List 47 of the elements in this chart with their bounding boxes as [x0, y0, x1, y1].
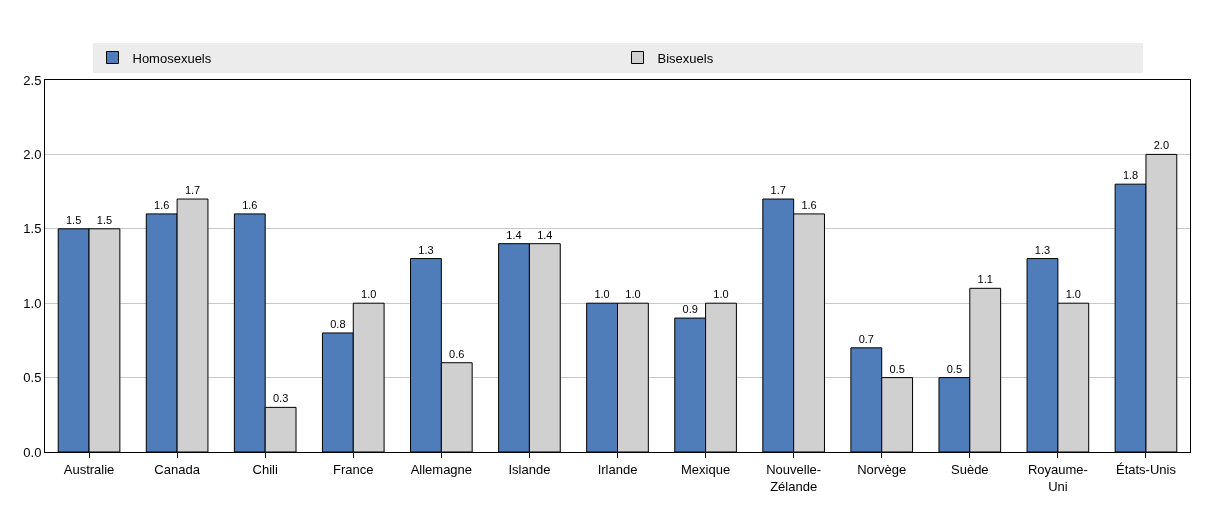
y-tick-label: 0.5	[23, 370, 42, 386]
data-label: 1.6	[154, 198, 170, 211]
data-label: 1.0	[713, 288, 729, 301]
data-label: 0.5	[889, 362, 905, 375]
x-tick-label: États-Unis	[1115, 461, 1177, 477]
data-label: 1.3	[1034, 243, 1051, 256]
x-tick-label: Irlande	[597, 461, 638, 477]
x-tick-label: Norvège	[857, 461, 907, 477]
data-label: 1.6	[801, 198, 817, 211]
data-label: 0.7	[858, 332, 874, 345]
data-label: 1.7	[184, 184, 201, 197]
legend-label: Homosexuels	[132, 50, 212, 66]
data-label: 0.5	[946, 362, 963, 375]
data-label: 0.8	[330, 317, 346, 330]
x-tick-label: Mexique	[681, 461, 731, 477]
data-label: 0.9	[682, 303, 698, 316]
x-tick-label: Allemagne	[410, 461, 473, 477]
data-label: 1.0	[1065, 288, 1081, 301]
x-tick-label: Nouvelle-Zélande	[766, 461, 822, 494]
data-label: 1.1	[977, 273, 993, 286]
y-tick-label: 2.0	[23, 146, 42, 162]
data-label: 1.0	[361, 288, 377, 301]
x-tick-label: France	[333, 461, 374, 477]
data-label: 1.5	[96, 213, 113, 226]
x-tick-label: Chili	[252, 461, 278, 477]
data-label: 1.5	[65, 213, 82, 226]
x-tick-label: Australie	[63, 461, 115, 477]
y-tick-label: 0.0	[23, 444, 42, 460]
data-label: 0.3	[272, 392, 289, 405]
data-label: 2.0	[1153, 139, 1170, 152]
y-tick-label: 1.5	[23, 221, 42, 237]
data-label: 1.4	[537, 228, 553, 241]
data-label: 1.6	[242, 198, 258, 211]
data-label: 1.0	[594, 288, 610, 301]
data-label: 0.6	[449, 347, 465, 360]
x-tick-label: Suède	[951, 461, 989, 477]
data-label: 1.8	[1122, 169, 1139, 182]
legend-label: Bisexuels	[657, 50, 714, 66]
x-tick-label: Canada	[154, 461, 201, 477]
data-label: 1.3	[418, 243, 434, 256]
data-label: 1.4	[506, 228, 522, 241]
x-tick-label: Royaume-Uni	[1027, 461, 1088, 494]
data-label: 1.0	[625, 288, 641, 301]
y-tick-label: 2.5	[23, 72, 42, 88]
data-label: 1.7	[770, 184, 786, 197]
x-tick-label: Islande	[508, 461, 551, 477]
y-tick-label: 1.0	[23, 295, 42, 311]
